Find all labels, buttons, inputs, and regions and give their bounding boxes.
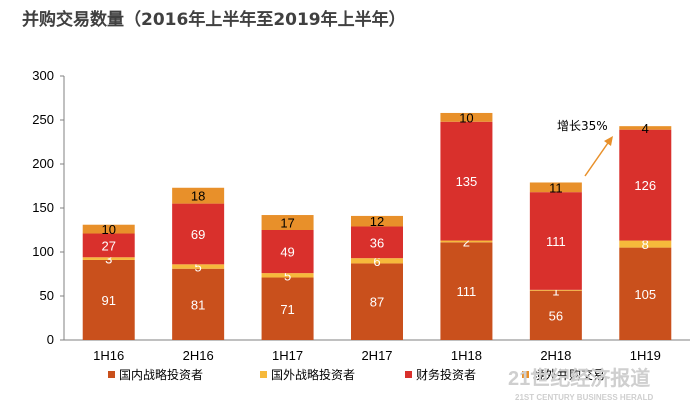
bar-segment — [619, 240, 672, 248]
data-label: 36 — [370, 235, 384, 250]
legend-label: 国外战略投资者 — [271, 367, 355, 382]
bar-segment — [619, 129, 672, 241]
data-label: 56 — [549, 308, 563, 323]
data-label: 81 — [191, 297, 205, 312]
data-label: 1 — [552, 283, 559, 298]
data-label: 105 — [634, 287, 656, 302]
bar-segment — [82, 257, 135, 260]
growth-annotation: 增长35% — [557, 119, 608, 133]
bar-segment — [440, 240, 493, 243]
growth-arrow-line — [584, 139, 611, 177]
bar-segment — [261, 277, 314, 340]
bar-segment — [82, 224, 135, 234]
y-tick-label: 150 — [32, 200, 54, 215]
bar-segment — [351, 215, 403, 227]
bar-segment — [529, 192, 582, 290]
y-tick-label: 0 — [47, 332, 54, 347]
legend-swatch — [522, 371, 529, 378]
x-tick-label: 1H17 — [272, 348, 303, 363]
data-label: 10 — [459, 110, 473, 125]
y-axis: 0 50 100 150 200 250 300 — [32, 68, 690, 347]
growth-arrow-head — [604, 136, 613, 146]
bar-segment — [172, 187, 225, 204]
x-tick-label: 2H18 — [540, 348, 571, 363]
bar-segment — [529, 182, 582, 193]
legend-swatch — [108, 371, 115, 378]
data-label: 3 — [105, 252, 112, 267]
data-label: 18 — [191, 189, 205, 204]
bar-segment — [529, 290, 582, 340]
data-label: 2 — [463, 234, 470, 249]
bar-segment — [351, 226, 403, 259]
data-label: 111 — [546, 234, 566, 249]
legend-label: 国内战略投资者 — [119, 367, 203, 382]
data-label: 87 — [370, 295, 384, 310]
y-tick-label: 50 — [40, 288, 54, 303]
watermark: 21世纪经济报道 21ST CENTURY BUSINESS HERALD — [508, 366, 653, 402]
data-label: 111 — [457, 284, 477, 299]
y-tick-label: 300 — [32, 68, 54, 83]
data-label: 12 — [370, 214, 384, 229]
bar-segment — [351, 263, 403, 340]
bar-segment — [440, 121, 493, 241]
data-label: 11 — [549, 180, 563, 195]
bar-segment — [261, 215, 314, 230]
legend-swatch — [405, 371, 412, 378]
watermark-main: 21世纪经济报道 — [508, 366, 650, 390]
bar-segment — [172, 264, 225, 269]
legend-swatch — [260, 371, 267, 378]
annotation: 增长35% — [557, 119, 613, 177]
bar-segment — [82, 259, 135, 340]
bar-segment — [619, 247, 672, 340]
data-label: 17 — [280, 216, 294, 231]
legend-label: 境外并购交易 — [533, 367, 605, 382]
data-label: 5 — [284, 268, 291, 283]
data-label: 71 — [280, 302, 294, 317]
chart-title: 并购交易数量（2016年上半年至2019年上半年） — [22, 9, 406, 30]
bar-segment — [440, 242, 493, 340]
x-tick-label: 1H16 — [93, 348, 124, 363]
data-label: 10 — [101, 222, 115, 237]
data-label: 6 — [373, 254, 380, 269]
y-tick-label: 100 — [32, 244, 54, 259]
x-tick-label: 1H19 — [630, 348, 661, 363]
x-tick-label: 2H16 — [183, 348, 214, 363]
data-label: 91 — [101, 293, 115, 308]
bar-segment — [440, 112, 493, 122]
data-label: 27 — [101, 238, 115, 253]
x-axis: 1H16 2H16 1H17 2H17 1H18 2H18 1H19 — [93, 348, 661, 363]
data-label: 5 — [195, 260, 202, 275]
y-tick-label: 200 — [32, 156, 54, 171]
bar-segment — [172, 203, 225, 265]
bar-segment — [529, 289, 582, 291]
bar-segment — [82, 233, 135, 258]
data-label: 126 — [634, 178, 656, 193]
y-tick-label: 250 — [32, 112, 54, 127]
bar-segment — [261, 230, 314, 274]
legend: 国内战略投资者 国外战略投资者 财务投资者 境外并购交易 — [108, 367, 605, 382]
bars: 9132710815691871549178763612111213510561… — [82, 110, 672, 340]
legend-label: 财务投资者 — [416, 367, 476, 382]
bar-segment — [619, 126, 672, 130]
data-label: 135 — [456, 174, 478, 189]
x-tick-label: 2H17 — [361, 348, 392, 363]
bar-segment — [172, 268, 225, 340]
data-label: 4 — [642, 121, 649, 136]
data-label: 8 — [642, 237, 649, 252]
data-label: 69 — [191, 227, 205, 242]
bar-segment — [261, 273, 314, 278]
data-label: 49 — [280, 245, 294, 260]
x-tick-label: 1H18 — [451, 348, 482, 363]
watermark-sub: 21ST CENTURY BUSINESS HERALD — [515, 393, 653, 402]
bar-segment — [351, 258, 403, 264]
